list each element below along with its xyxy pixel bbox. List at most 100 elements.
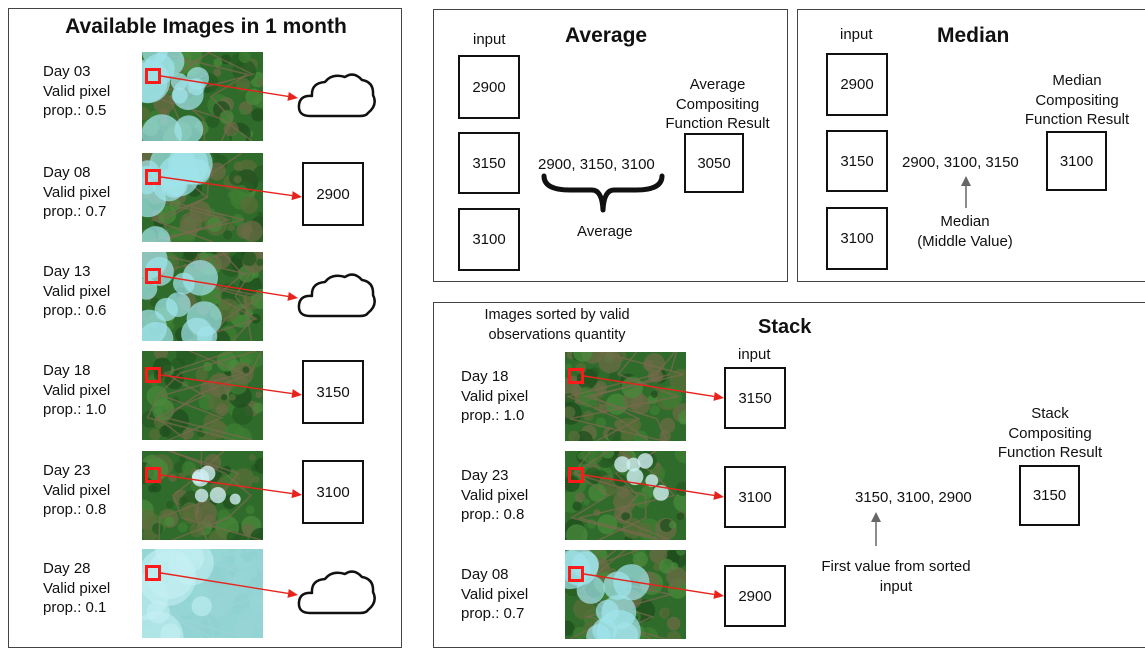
stack-input-box: 2900	[724, 565, 786, 627]
cloud-icon	[296, 271, 378, 326]
median-result-box: 3100	[1046, 131, 1107, 191]
median-note-line-2: (Middle Value)	[917, 232, 1013, 250]
median-result-caption-line-3: Function Result	[1024, 111, 1130, 128]
median-sequence: 2900, 3100, 3150	[902, 154, 1019, 171]
up-arrow-icon	[961, 176, 971, 208]
image-day-text: Day 03	[43, 63, 91, 80]
cloud-icon	[296, 568, 378, 623]
median-input-box-2: 3150	[826, 130, 888, 192]
pixel-value-box: 2900	[302, 162, 364, 226]
median-note: Median (Middle Value)	[905, 212, 1025, 251]
image-valid-text: Valid pixel	[43, 381, 111, 399]
image-valid-text: Valid pixel	[43, 82, 111, 100]
curly-brace-icon	[541, 173, 665, 213]
image-prop-text: prop.: 1.0	[43, 401, 107, 418]
stack-image-label: Day 08 Valid pixel prop.: 0.7	[461, 565, 528, 624]
average-result-caption: Average Compositing Function Result	[655, 75, 780, 134]
image-valid-text: Valid pixel	[43, 579, 111, 597]
satellite-thumbnail	[142, 52, 263, 141]
satellite-thumbnail	[142, 252, 263, 341]
image-prop-text: prop.: 0.5	[43, 102, 107, 119]
stack-image-day-text: Day 18	[461, 368, 509, 385]
pixel-marker	[568, 566, 584, 582]
image-label: Day 23 Valid pixel prop.: 0.8	[43, 461, 110, 520]
average-result-box: 3050	[684, 133, 744, 193]
average-result-caption-line-2: Compositing	[675, 95, 760, 113]
median-title: Median	[937, 24, 1010, 47]
satellite-thumbnail	[142, 549, 263, 638]
left-panel-title: Available Images in 1 month	[65, 15, 347, 38]
stack-sorted-caption: Images sorted by valid observations quan…	[462, 306, 652, 345]
satellite-thumbnail	[142, 451, 263, 540]
stack-image-valid-text: Valid pixel	[461, 486, 529, 504]
up-arrow-icon	[871, 512, 881, 546]
satellite-thumbnail	[565, 451, 686, 540]
satellite-thumbnail	[142, 351, 263, 440]
median-input-box-1: 2900	[826, 53, 888, 116]
pixel-value-box: 3150	[302, 360, 364, 424]
stack-image-valid-text: Valid pixel	[461, 387, 529, 405]
image-day-text: Day 18	[43, 362, 91, 379]
image-valid-text: Valid pixel	[43, 481, 111, 499]
image-prop-text: prop.: 0.7	[43, 203, 107, 220]
median-result-caption-line-1: Median	[1052, 72, 1102, 89]
pixel-marker	[145, 268, 161, 284]
image-label: Day 13 Valid pixel prop.: 0.6	[43, 262, 110, 321]
image-day-text: Day 23	[43, 462, 91, 479]
average-result-caption-line-3: Function Result	[665, 115, 770, 132]
stack-image-day-text: Day 08	[461, 566, 509, 583]
image-day-text: Day 08	[43, 164, 91, 181]
image-prop-text: prop.: 0.1	[43, 599, 107, 616]
image-day-text: Day 28	[43, 560, 91, 577]
stack-image-day-text: Day 23	[461, 467, 509, 484]
stack-input-box: 3100	[724, 466, 786, 528]
image-label: Day 28 Valid pixel prop.: 0.1	[43, 559, 110, 618]
image-prop-text: prop.: 0.6	[43, 302, 107, 319]
stack-note-line-1: First value from sorted	[821, 558, 971, 575]
average-title: Average	[565, 24, 648, 47]
stack-input-box: 3150	[724, 367, 786, 429]
stack-image-prop-text: prop.: 0.8	[461, 506, 525, 523]
median-result-caption: Median Compositing Function Result	[1012, 71, 1142, 130]
image-valid-text: Valid pixel	[43, 183, 111, 201]
pixel-value-box: 3100	[302, 460, 364, 524]
stack-result-caption-line-1: Stack	[1031, 405, 1069, 422]
stack-note: First value from sorted input	[806, 557, 986, 596]
image-valid-text: Valid pixel	[43, 282, 111, 300]
stack-title: Stack	[758, 316, 812, 338]
median-result-caption-line-2: Compositing	[1035, 91, 1119, 109]
stack-result-caption: Stack Compositing Function Result	[985, 404, 1115, 463]
pixel-marker	[568, 467, 584, 483]
stack-image-label: Day 23 Valid pixel prop.: 0.8	[461, 466, 528, 525]
pixel-marker	[145, 169, 161, 185]
stack-sequence: 3150, 3100, 2900	[855, 489, 972, 506]
satellite-thumbnail	[142, 153, 263, 242]
image-label: Day 18 Valid pixel prop.: 1.0	[43, 361, 110, 420]
stack-sorted-caption-line-2: observations quantity	[488, 326, 626, 343]
stack-note-line-2: input	[879, 577, 913, 595]
stack-image-prop-text: prop.: 0.7	[461, 605, 525, 622]
satellite-thumbnail	[565, 352, 686, 441]
average-input-box-2: 3150	[458, 132, 520, 194]
average-input-box-1: 2900	[458, 55, 520, 119]
stack-result-caption-line-3: Function Result	[997, 444, 1103, 461]
pixel-marker	[145, 68, 161, 84]
pixel-marker	[145, 565, 161, 581]
stack-image-prop-text: prop.: 1.0	[461, 407, 525, 424]
average-input-label: input	[473, 31, 506, 48]
pixel-marker	[568, 368, 584, 384]
pixel-marker	[145, 467, 161, 483]
stack-result-caption-line-2: Compositing	[1008, 424, 1092, 442]
stack-input-label: input	[738, 346, 771, 363]
average-sequence: 2900, 3150, 3100	[538, 156, 655, 173]
image-prop-text: prop.: 0.8	[43, 501, 107, 518]
stack-image-valid-text: Valid pixel	[461, 585, 529, 603]
average-result-caption-line-1: Average	[689, 76, 746, 93]
stack-sorted-caption-line-1: Images sorted by valid	[484, 307, 630, 323]
cloud-icon	[296, 71, 378, 126]
median-input-box-3: 3100	[826, 207, 888, 270]
average-brace-label: Average	[577, 223, 633, 240]
average-input-box-3: 3100	[458, 208, 520, 271]
satellite-thumbnail	[565, 550, 686, 639]
image-day-text: Day 13	[43, 263, 91, 280]
